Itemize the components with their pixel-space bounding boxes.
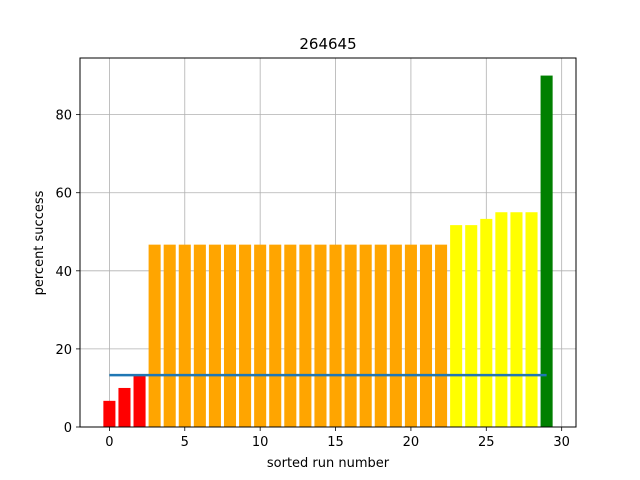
bar <box>299 244 312 427</box>
y-tick-label: 80 <box>55 109 72 124</box>
x-tick-label: 5 <box>181 435 189 450</box>
x-tick-label: 0 <box>105 435 113 450</box>
bar <box>450 225 463 427</box>
bar <box>480 218 493 427</box>
bar <box>193 244 206 427</box>
x-tick-label: 10 <box>252 435 269 450</box>
bars <box>103 75 553 428</box>
bar <box>525 212 538 427</box>
bar <box>148 244 161 427</box>
y-axis-label: percent success <box>32 190 47 295</box>
plot-frame <box>79 57 577 428</box>
x-axis-label: sorted run number <box>267 456 390 471</box>
bar <box>435 244 448 427</box>
y-tick-label: 40 <box>55 265 72 280</box>
bar <box>389 244 402 427</box>
bar <box>223 244 237 427</box>
bar <box>163 244 176 427</box>
bar <box>344 244 357 427</box>
x-tick-label: 15 <box>327 435 344 450</box>
bar <box>465 225 478 427</box>
x-tick-label: 30 <box>553 435 570 450</box>
y-tick-label: 60 <box>55 187 72 202</box>
bar <box>329 244 342 427</box>
bar <box>269 244 282 427</box>
y-tick-label: 0 <box>64 421 72 436</box>
bar <box>359 244 372 427</box>
x-axis-ticks: 0 5 10 15 20 25 30 <box>105 427 570 450</box>
bar <box>510 212 523 427</box>
y-tick-label: 20 <box>55 343 72 358</box>
bar <box>495 212 508 427</box>
bar <box>118 387 131 427</box>
bar <box>103 400 116 427</box>
bar <box>284 244 297 427</box>
bar <box>374 244 387 427</box>
bar <box>208 244 221 427</box>
bar <box>133 375 146 427</box>
x-tick-label: 20 <box>403 435 420 450</box>
bar <box>314 244 327 427</box>
y-axis-ticks: 0 20 40 60 80 <box>55 109 80 436</box>
bar <box>239 244 252 427</box>
bar <box>254 244 267 427</box>
bar <box>178 244 191 427</box>
bar <box>419 244 433 427</box>
x-tick-label: 25 <box>478 435 495 450</box>
bar <box>540 75 553 428</box>
chart-title: 264645 <box>299 35 356 53</box>
bar <box>404 244 417 427</box>
